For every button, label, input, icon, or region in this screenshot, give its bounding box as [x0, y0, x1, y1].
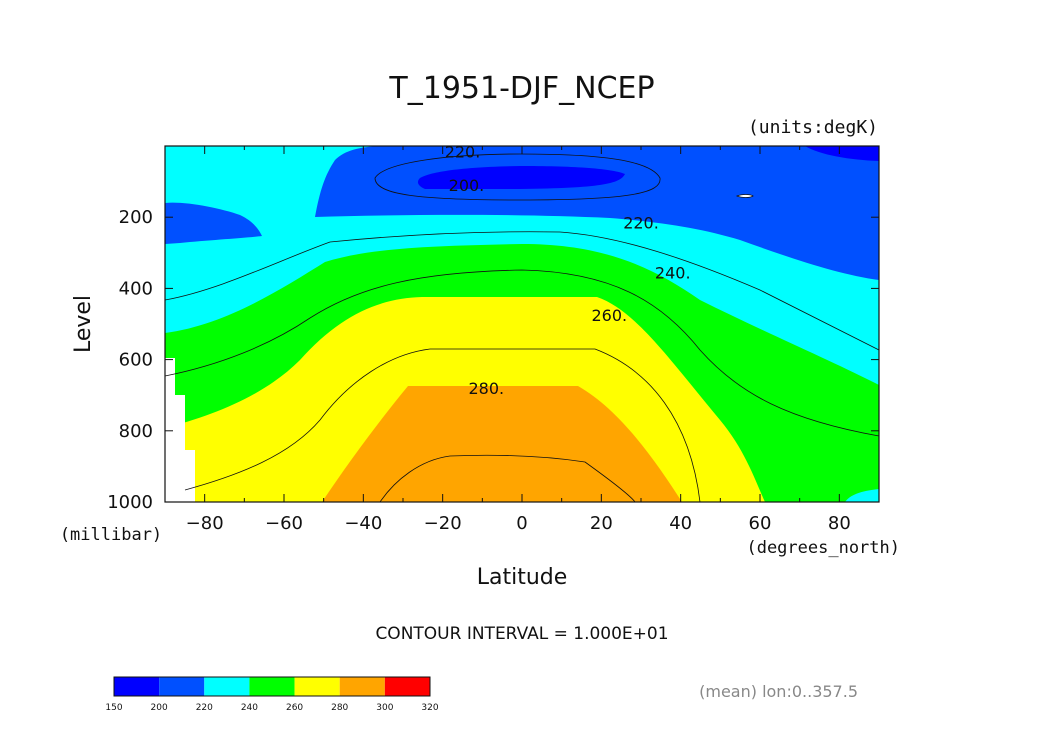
x-tick-label: −60 [265, 513, 303, 534]
y-units-label: (millibar) [60, 525, 162, 545]
footnote: (mean) lon:0..357.5 [699, 682, 858, 701]
contour-island [735, 194, 754, 198]
y-tick-label: 600 [119, 350, 153, 371]
contour-label: 260. [591, 306, 627, 325]
x-tick-label: −80 [186, 513, 224, 534]
contour-line-270 [184, 348, 701, 503]
colorbar-tick-label: 280 [331, 703, 348, 713]
contour-label: 220. [445, 142, 481, 161]
contour-label: 220. [623, 214, 659, 233]
y-axis-ticks: 1000 800 600 400 200 [107, 207, 879, 513]
colorbar-frame [113, 676, 431, 697]
x-tick-label: 0 [516, 513, 527, 534]
contour-label: 200. [449, 176, 485, 195]
units-label: (units:degK) [748, 117, 878, 138]
contour-line-250 [164, 269, 880, 437]
x-tick-label: 60 [749, 513, 772, 534]
contour-label: 280. [468, 379, 504, 398]
band-dark-blue-core [417, 166, 625, 189]
contour-label: 240. [655, 263, 691, 282]
colorbar-swatch [249, 677, 295, 696]
colorbar-tick-label: 300 [376, 703, 393, 713]
missing-data-region [165, 358, 195, 502]
contour-line-210 [374, 153, 661, 201]
contour-interval: CONTOUR INTERVAL = 1.000E+01 [375, 624, 668, 644]
contour-line-290 [379, 454, 636, 503]
y-tick-label: 1000 [107, 492, 153, 513]
contour-line-230 [164, 231, 880, 351]
x-axis-label: Latitude [477, 565, 568, 590]
x-tick-label: 80 [828, 513, 851, 534]
chart-title: T_1951-DJF_NCEP [388, 71, 654, 106]
colorbar-swatch [204, 677, 250, 696]
colorbar-tick-label: 150 [105, 703, 122, 713]
x-tick-label: 40 [669, 513, 692, 534]
colorbar-swatch [114, 677, 160, 696]
colorbar-tick-label: 260 [286, 703, 303, 713]
x-tick-label: −40 [344, 513, 382, 534]
x-tick-label: −20 [424, 513, 462, 534]
colorbar: 150 200 220 240 260 280 300 320 [105, 676, 439, 713]
y-tick-label: 800 [119, 421, 153, 442]
band-orange [322, 386, 682, 502]
band-dark-blue-corner [805, 146, 879, 161]
x-axis-ticks: −80 −60 −40 −20 0 20 40 60 80 [186, 146, 851, 534]
band-cyan-corner [845, 489, 879, 502]
colorbar-tick-label: 320 [421, 703, 438, 713]
x-units-label: (degrees_north) [746, 538, 900, 558]
colorbar-tick-label: 220 [196, 703, 213, 713]
contour-labels: 220. 200. 220. 240. 260. 280. [445, 142, 691, 398]
y-tick-label: 400 [119, 278, 153, 299]
colorbar-tick-label: 240 [241, 703, 258, 713]
colorbar-swatch [294, 677, 340, 696]
colorbar-swatch [384, 677, 430, 696]
y-axis-label: Level [71, 295, 96, 353]
y-tick-label: 200 [119, 207, 153, 228]
colorbar-swatch [339, 677, 385, 696]
colorbar-swatch [159, 677, 205, 696]
band-blue-left [165, 202, 262, 244]
x-tick-label: 20 [590, 513, 613, 534]
plot-area: 220. 200. 220. 240. 260. 280. [164, 142, 880, 503]
colorbar-tick-label: 200 [151, 703, 168, 713]
